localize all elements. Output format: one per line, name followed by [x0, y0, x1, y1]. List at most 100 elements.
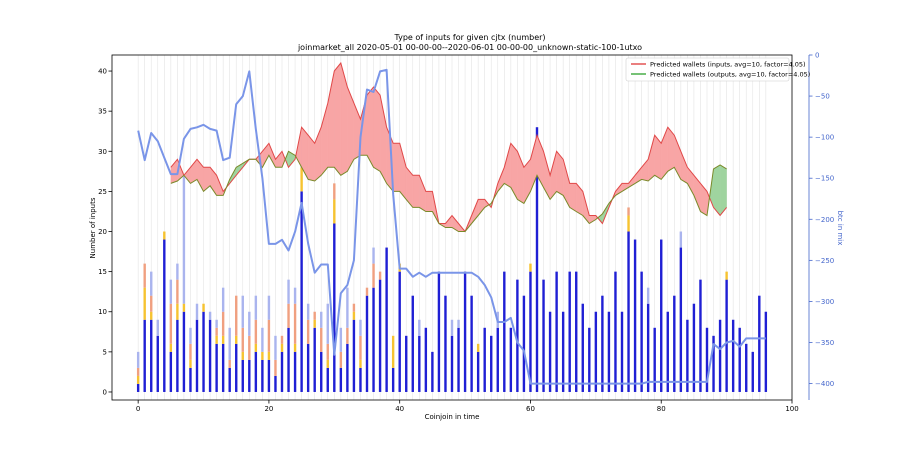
wallet-fill-segment	[510, 142, 518, 200]
bar-base	[143, 319, 146, 392]
bar-base	[320, 351, 323, 392]
bar-base	[378, 279, 382, 392]
wallet-fill-segment	[425, 191, 433, 212]
bar-light	[457, 319, 460, 328]
bar-base	[535, 127, 539, 392]
bar-remix	[365, 287, 369, 296]
bar-light	[195, 303, 199, 320]
bar-light	[254, 295, 258, 320]
bar-remix	[359, 335, 362, 360]
bar-base	[490, 335, 493, 392]
bar-fresh	[143, 287, 146, 320]
bar-base	[287, 327, 290, 392]
x-axis: 0 20 40 60 80 100	[136, 400, 799, 413]
bar-base	[483, 327, 486, 392]
legend-label-inputs: Predicted wallets (inputs, avg=10, facto…	[650, 61, 806, 69]
x-tick-label: 60	[526, 405, 535, 413]
bar-base	[503, 271, 506, 392]
bar-base	[738, 327, 741, 392]
legend-box	[625, 57, 790, 82]
wallet-fill-segment	[569, 183, 577, 212]
wallet-fill-segment	[412, 175, 420, 208]
bar-remix	[176, 279, 179, 304]
bar-base	[542, 279, 545, 392]
bar-base	[575, 271, 578, 392]
bar-base	[280, 351, 284, 392]
bar-base	[457, 327, 460, 392]
bar-base	[607, 311, 611, 392]
wallet-fill-segment	[680, 151, 688, 184]
y-tick-label: 0	[103, 388, 107, 396]
y2-tick-label: 0	[815, 52, 819, 60]
bar-remix	[143, 263, 146, 288]
bar-base	[568, 271, 571, 392]
line-btc-in-mix	[137, 68, 766, 385]
bar-base	[725, 279, 728, 392]
bar-light	[189, 327, 192, 344]
bar-base	[666, 311, 669, 392]
line-outputs	[170, 150, 727, 232]
bar-base	[444, 295, 447, 392]
bar-base	[758, 295, 761, 392]
bar-base	[686, 319, 689, 392]
y2-tick-label: −200	[815, 216, 834, 224]
bar-base	[352, 319, 356, 392]
bar-base	[633, 239, 637, 392]
y-tick-label: 30	[98, 148, 107, 156]
y-axis: 0 5 10 15 20 25 30 35 40	[98, 68, 112, 396]
wallet-fill-segment	[478, 199, 485, 216]
bar-base	[424, 327, 428, 392]
bar-light	[169, 279, 173, 304]
x-axis-label: Coinjoin in time	[425, 413, 480, 421]
bar-base	[431, 351, 434, 392]
bar-base	[496, 327, 499, 392]
bar-base	[339, 367, 343, 392]
bar-base	[306, 343, 310, 392]
wallet-fill-segment	[563, 159, 570, 208]
bar-remix	[326, 343, 329, 360]
bar-base	[333, 223, 336, 392]
bar-base	[516, 279, 519, 392]
bar-remix	[267, 319, 271, 352]
y2-axis: 0 −50 −100 −150 −200 −250 −300 −350 −400	[808, 52, 834, 400]
bar-base	[718, 319, 722, 392]
bar-fresh	[261, 351, 264, 360]
bar-base	[614, 271, 617, 392]
bar-base	[764, 311, 768, 392]
bar-light	[261, 327, 264, 352]
chart-subtitle: joinmarket_all 2020-05-01 00-00-00--2020…	[297, 43, 642, 52]
bar-base	[627, 231, 630, 392]
wallet-fill-segment	[693, 174, 701, 212]
y-tick-label: 35	[98, 108, 107, 116]
bar-light	[287, 279, 290, 304]
bar-light	[208, 311, 212, 320]
bar-base	[620, 311, 624, 392]
bar-light	[293, 287, 297, 304]
bar-light	[176, 263, 179, 280]
bar-fresh	[189, 359, 192, 368]
bar-remix	[293, 303, 297, 344]
y2-tick-label: −300	[815, 298, 834, 306]
bar-base	[405, 335, 408, 392]
bar-base	[646, 303, 650, 392]
bar-fresh	[280, 343, 284, 352]
bar-light	[646, 287, 650, 304]
bar-remix	[339, 351, 343, 368]
wallet-fill-segment	[334, 62, 341, 176]
bar-remix	[248, 335, 251, 360]
bar-base	[241, 359, 244, 392]
wallet-fill-segment	[621, 183, 629, 192]
bar-fresh	[725, 271, 728, 280]
bar-remix	[136, 367, 140, 376]
bar-light	[267, 295, 271, 320]
x-tick-label: 40	[395, 405, 404, 413]
bar-remix	[228, 359, 231, 368]
y2-tick-label: −400	[815, 380, 834, 388]
bar-base	[391, 367, 395, 392]
bar-remix	[235, 295, 238, 336]
bar-fresh	[182, 303, 186, 312]
bar-base	[601, 295, 604, 392]
bar-base	[660, 239, 663, 392]
bar-light	[150, 271, 153, 296]
